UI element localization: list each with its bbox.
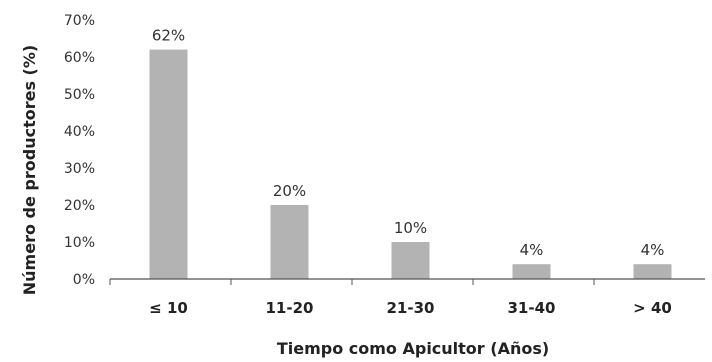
data-labels: 62% 20% 10% 4% 4% xyxy=(152,27,665,260)
bar xyxy=(149,49,188,279)
x-tick-label: ≤ 10 xyxy=(149,299,188,317)
x-tick-label: 21-30 xyxy=(387,299,435,317)
y-tick-label: 20% xyxy=(64,198,95,214)
y-axis-ticks: 0% 10% 20% 30% 40% 50% 60% 70% xyxy=(64,13,95,288)
y-axis-title: Número de productores (%) xyxy=(20,45,39,295)
y-tick-label: 30% xyxy=(64,161,95,177)
bars xyxy=(149,49,672,279)
y-tick-label: 60% xyxy=(64,50,95,66)
data-label: 4% xyxy=(520,241,544,259)
x-axis-ticks: ≤ 10 11-20 21-30 31-40 > 40 xyxy=(109,279,672,317)
data-label: 4% xyxy=(641,241,665,259)
bar xyxy=(391,242,430,279)
data-label: 20% xyxy=(273,182,306,200)
y-tick-label: 50% xyxy=(64,87,95,103)
y-tick-label: 10% xyxy=(64,235,95,251)
bar xyxy=(633,264,672,279)
bar xyxy=(270,205,309,279)
x-tick-label: 31-40 xyxy=(508,299,556,317)
y-tick-label: 40% xyxy=(64,124,95,140)
bar xyxy=(512,264,551,279)
data-label: 10% xyxy=(394,219,427,237)
x-axis-title: Tiempo como Apicultor (Años) xyxy=(277,339,549,358)
y-tick-label: 70% xyxy=(64,13,95,29)
x-tick-label: 11-20 xyxy=(266,299,314,317)
y-tick-label: 0% xyxy=(73,272,95,288)
data-label: 62% xyxy=(152,27,185,45)
x-tick-label: > 40 xyxy=(633,299,672,317)
